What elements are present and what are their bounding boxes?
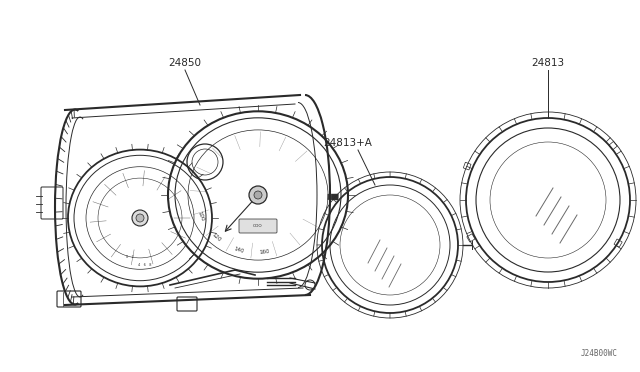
Text: 0   2: 0 2 bbox=[126, 255, 134, 259]
Text: 100: 100 bbox=[196, 211, 205, 222]
Circle shape bbox=[132, 210, 148, 226]
Circle shape bbox=[254, 191, 262, 199]
Text: 24813: 24813 bbox=[531, 58, 564, 68]
Text: 160: 160 bbox=[259, 249, 270, 256]
Text: 24850: 24850 bbox=[168, 58, 202, 68]
Text: 140: 140 bbox=[233, 246, 244, 254]
Text: 4   6   8: 4 6 8 bbox=[138, 263, 152, 267]
Text: ODO: ODO bbox=[253, 224, 263, 228]
Circle shape bbox=[249, 186, 267, 204]
Bar bbox=[609, 141, 617, 150]
Bar bbox=[467, 234, 475, 242]
Text: J24B00WC: J24B00WC bbox=[581, 349, 618, 358]
Text: 120: 120 bbox=[211, 232, 222, 243]
Bar bbox=[463, 162, 471, 170]
Circle shape bbox=[136, 214, 144, 222]
FancyBboxPatch shape bbox=[239, 219, 277, 233]
Bar bbox=[614, 239, 622, 247]
Text: 24813+A: 24813+A bbox=[324, 138, 372, 148]
